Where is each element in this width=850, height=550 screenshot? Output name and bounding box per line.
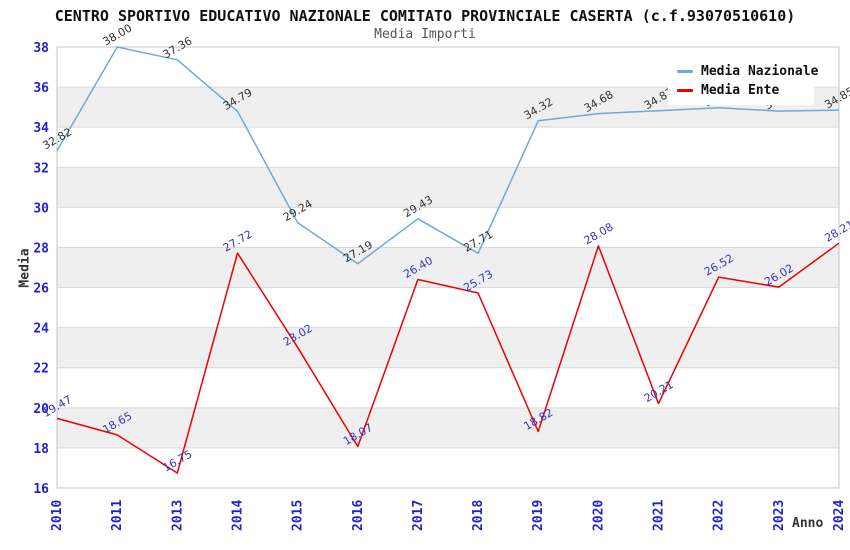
y-tick-label: 38 bbox=[33, 41, 49, 56]
y-tick-label: 22 bbox=[33, 362, 49, 377]
x-axis-title: Anno bbox=[792, 516, 824, 531]
plot-band bbox=[57, 247, 839, 288]
legend-item-media-ente: Media Ente bbox=[677, 81, 810, 100]
y-tick-label: 24 bbox=[33, 322, 49, 337]
data-point-label: 28.08 bbox=[582, 220, 616, 247]
plot-band bbox=[57, 327, 839, 368]
x-tick-label: 2024 bbox=[832, 500, 847, 531]
x-tick-label: 2014 bbox=[230, 500, 245, 531]
data-point-label: 20.21 bbox=[642, 378, 676, 405]
y-tick-label: 16 bbox=[33, 482, 49, 497]
legend-swatch-blue-line-icon bbox=[677, 70, 693, 73]
y-tick-label: 26 bbox=[33, 282, 49, 297]
x-tick-label: 2016 bbox=[351, 500, 366, 531]
x-tick-label: 2022 bbox=[712, 500, 727, 531]
x-tick-label: 2019 bbox=[531, 500, 546, 531]
plot-band bbox=[57, 167, 839, 208]
y-tick-label: 28 bbox=[33, 241, 49, 256]
x-tick-label: 2015 bbox=[291, 500, 306, 531]
y-tick-label: 30 bbox=[33, 201, 49, 216]
x-tick-label: 2023 bbox=[772, 500, 787, 531]
series-line-media-nazionale bbox=[56, 46, 840, 265]
y-tick-label: 18 bbox=[33, 442, 49, 457]
y-tick-label: 20 bbox=[33, 402, 49, 417]
plot-border bbox=[56, 46, 840, 489]
chart-title: CENTRO SPORTIVO EDUCATIVO NAZIONALE COMI… bbox=[54, 7, 796, 25]
x-tick-label: 2020 bbox=[591, 500, 606, 531]
x-tick-label: 2010 bbox=[50, 500, 65, 531]
legend-swatch-red-line-icon bbox=[677, 89, 693, 92]
data-point-label: 28.21 bbox=[822, 218, 850, 245]
legend-label: Media Nazionale bbox=[701, 64, 819, 79]
x-tick-label: 2013 bbox=[170, 500, 185, 531]
plot-band bbox=[57, 407, 839, 448]
y-tick-label: 34 bbox=[33, 121, 49, 136]
chart-subtitle: Media Importi bbox=[374, 27, 476, 42]
series-line-media-ente bbox=[56, 242, 840, 474]
x-tick-label: 2011 bbox=[110, 500, 125, 531]
y-tick-label: 36 bbox=[33, 81, 49, 96]
x-tick-label: 2017 bbox=[411, 500, 426, 531]
legend-item-media-nazionale: Media Nazionale bbox=[677, 62, 818, 81]
y-tick-label: 32 bbox=[33, 161, 49, 176]
legend-label: Media Ente bbox=[701, 83, 780, 98]
legend: Media Nazionale Media Ente bbox=[668, 57, 818, 105]
x-tick-label: 2018 bbox=[471, 500, 486, 531]
y-axis-title: Media bbox=[17, 248, 33, 288]
x-tick-label: 2021 bbox=[652, 500, 667, 531]
